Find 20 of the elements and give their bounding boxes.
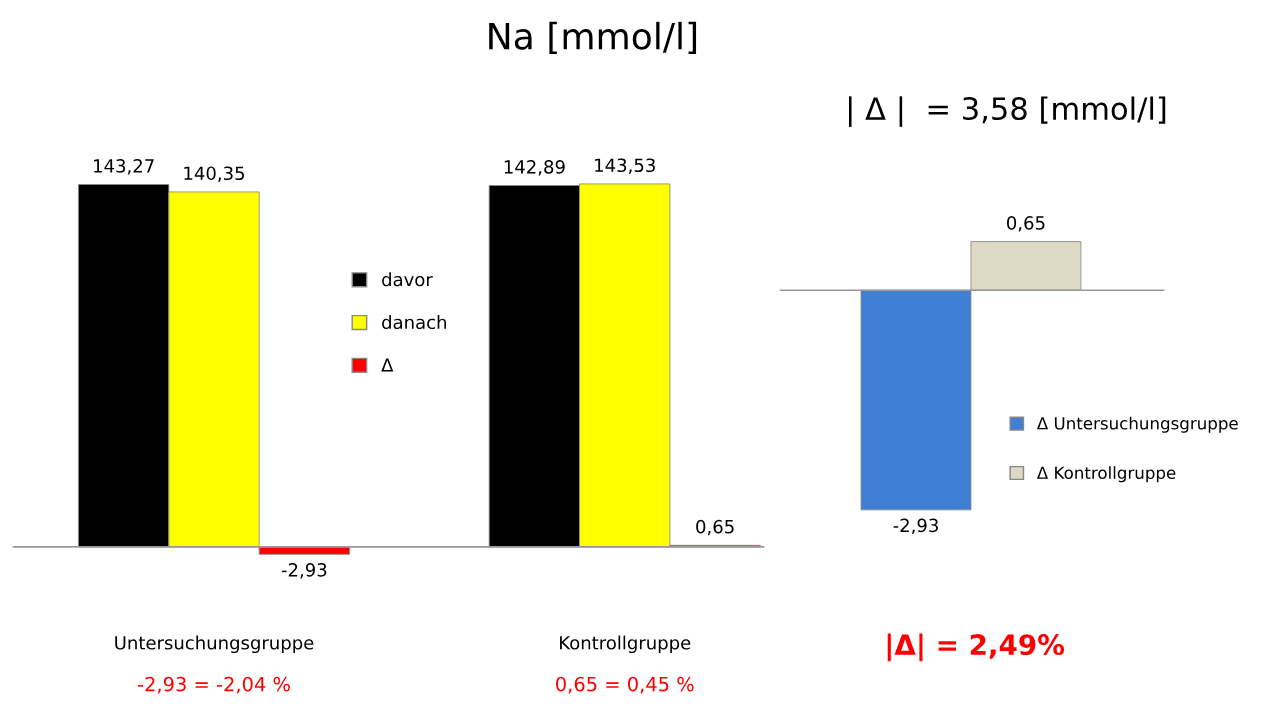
data-label: 140,35 [184, 166, 245, 182]
chart-title: | Δ | = 3,58 [mmol/l] [848, 96, 1166, 127]
data-label: 142,89 [504, 160, 565, 176]
chart-title: Na [mmol/l] [489, 21, 697, 55]
x-tick-label: Kontrollgruppe [560, 635, 691, 654]
text: -2,93 = -2,04 % [137, 676, 290, 694]
text: |Δ| = 2,49% [887, 633, 1065, 662]
legend-label: Δ [381, 358, 394, 372]
legend-label: danach [382, 315, 446, 330]
data-label: 0,65 [696, 519, 734, 536]
data-label: 143,53 [595, 158, 655, 174]
text: 0,65 = 0,45 % [556, 676, 694, 694]
legend-label: Δ Untersuchungsgruppe [1036, 416, 1238, 433]
legend-label: Δ Kontrollgruppe [1036, 466, 1176, 483]
legend-label: davor [382, 272, 433, 287]
data-label: -2,93 [893, 518, 938, 535]
data-label: 0,65 [1007, 216, 1045, 232]
x-tick-label: Untersuchungsgruppe [115, 635, 314, 654]
data-label: -2,93 [281, 562, 327, 579]
data-label: 143,27 [94, 159, 154, 175]
